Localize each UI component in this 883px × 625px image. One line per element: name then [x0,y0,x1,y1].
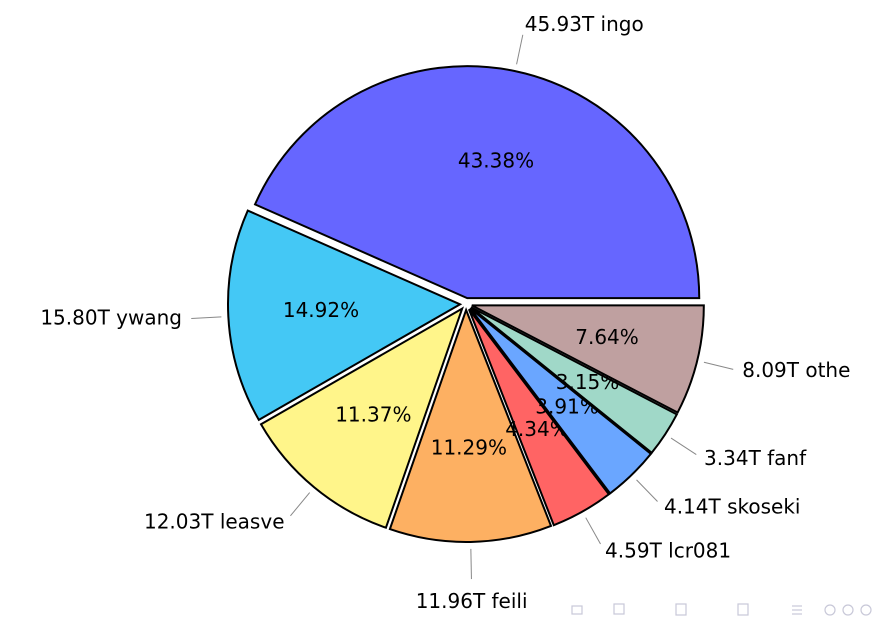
slice-value-label: 11.37% [335,402,411,426]
slice-label: 12.03T leasve [144,509,285,533]
nav-symbols [571,603,872,616]
slice-value-label: 7.64% [575,325,639,349]
pie-slice [468,308,611,527]
leader-line [470,548,472,580]
pie-slice [259,306,464,530]
slice-label: 45.93T ingo [525,12,644,36]
slice-label: 4.14T skoseki [664,495,801,519]
leader-line [670,437,697,455]
leader-line [585,517,601,545]
leader-line [516,34,524,65]
pie-slice [471,304,705,414]
pie-slice [227,209,463,422]
slice-label: 4.59T lcr081 [605,539,731,563]
pie-slice [470,306,679,455]
slice-label: 3.34T fanf [704,446,807,470]
slice-value-label: 43.38% [458,148,534,172]
pie-slice [469,307,653,495]
slice-label: 11.96T feili [416,589,528,613]
leader-line [191,316,222,320]
pie-slice [388,307,553,543]
slice-value-label: 11.29% [431,436,507,460]
leader-line [290,492,311,517]
slice-value-label: 14.92% [283,298,359,322]
leader-line [703,361,734,370]
leader-line [636,479,658,502]
pie-slice [253,65,701,300]
slice-label: 8.09T othe [742,358,850,382]
slice-label: 15.80T ywang [40,306,182,330]
